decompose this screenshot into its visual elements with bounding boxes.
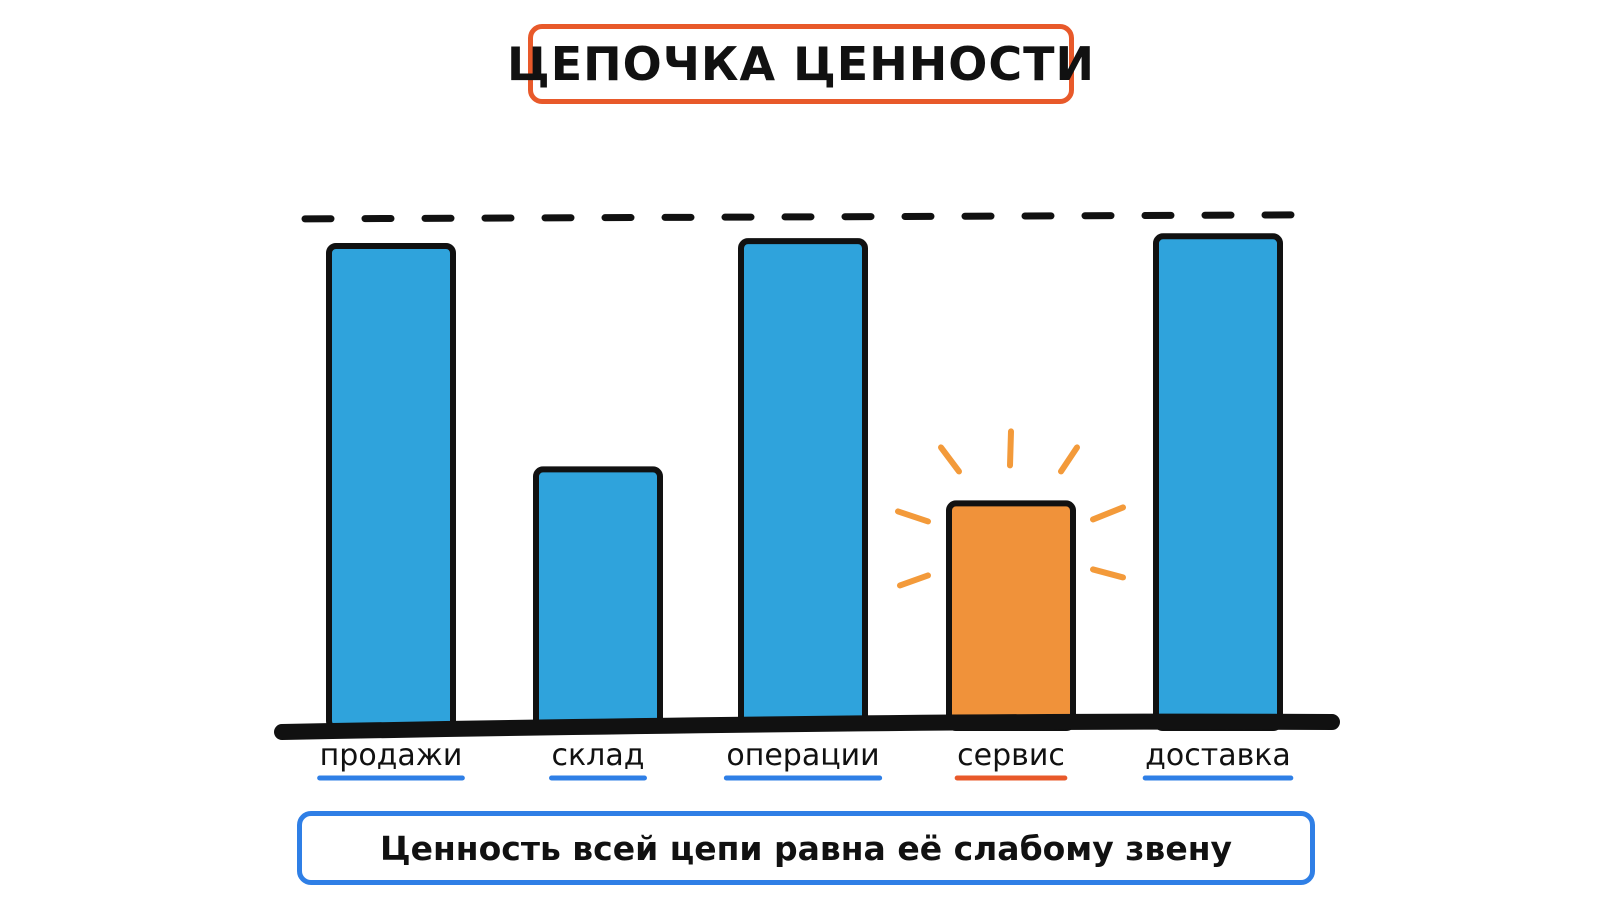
category-label-3: операции <box>726 738 879 773</box>
chart-title: ЦЕПОЧКА ЦЕННОСТИ <box>507 37 1095 91</box>
caption-box: Ценность всей цепи равна её слабому звен… <box>297 811 1315 885</box>
chart-title-box: ЦЕПОЧКА ЦЕННОСТИ <box>507 24 1094 104</box>
category-label-5: доставка <box>1145 738 1291 773</box>
bars-layer <box>326 233 1283 732</box>
bar-5 <box>1153 233 1283 732</box>
burst-ray-5 <box>1090 504 1126 523</box>
bar-2 <box>533 466 663 731</box>
highlight-burst <box>895 428 1126 589</box>
burst-ray-3 <box>1058 444 1080 475</box>
reference-dashed-line <box>301 211 1309 223</box>
category-label-1: продажи <box>320 738 463 773</box>
bar-1 <box>326 243 456 731</box>
burst-ray-1 <box>1007 428 1014 469</box>
burst-ray-4 <box>895 508 931 525</box>
burst-ray-2 <box>938 444 962 475</box>
bar-3 <box>738 238 868 731</box>
burst-ray-7 <box>1090 566 1126 581</box>
burst-ray-6 <box>897 572 931 589</box>
caption-text: Ценность всей цепи равна её слабому звен… <box>379 828 1233 868</box>
category-label-2: склад <box>552 738 645 773</box>
category-label-4: сервис <box>957 738 1065 773</box>
reference-line-layer <box>301 211 1309 223</box>
bar-4 <box>946 500 1076 731</box>
x-axis-baseline <box>274 713 1340 740</box>
category-labels-layer: продажи склад операции сервис доставка <box>317 738 1294 781</box>
